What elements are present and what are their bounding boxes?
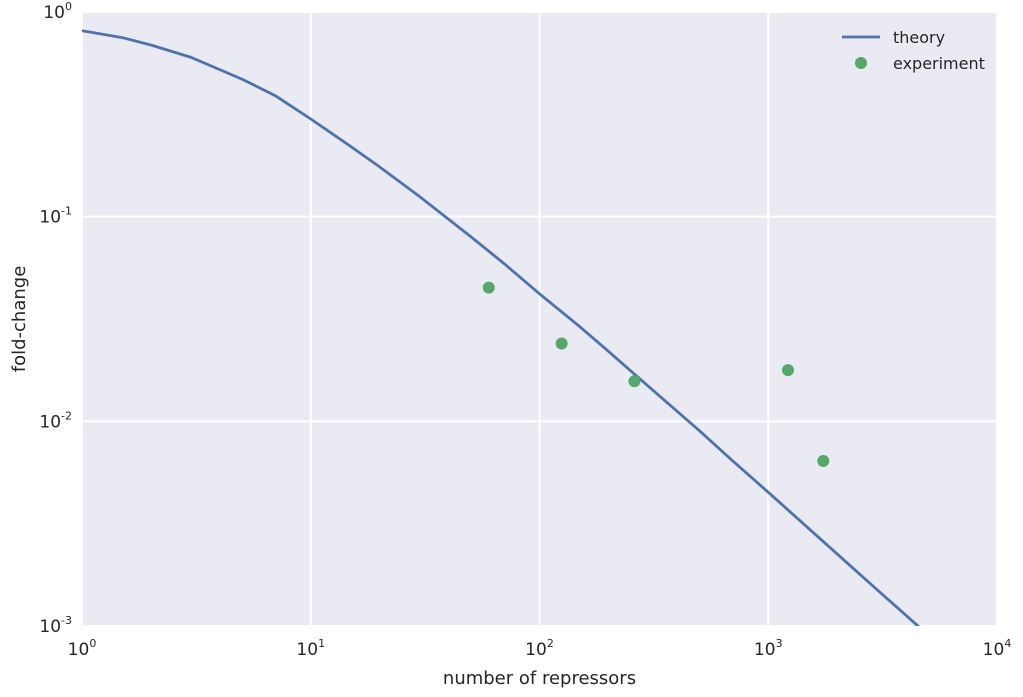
legend-experiment-label: experiment — [893, 54, 985, 73]
y-tick-label: 100 — [43, 0, 72, 23]
experiment-point — [782, 364, 795, 377]
x-tick-label: 104 — [983, 637, 1012, 660]
x-tick-label: 100 — [68, 637, 97, 660]
theory-line — [82, 29, 921, 626]
y-gridlines — [82, 11, 997, 627]
x-tick-label: 103 — [754, 637, 783, 660]
y-tick-labels: 10-3 10-2 10-1 100 — [39, 0, 72, 637]
legend: theory experiment — [842, 28, 985, 73]
legend-experiment-swatch — [855, 57, 867, 69]
experiment-point — [817, 455, 830, 468]
experiment-point — [482, 281, 495, 294]
experiment-point — [628, 375, 641, 388]
x-tick-label: 101 — [296, 637, 325, 660]
y-tick-label: 10-3 — [39, 614, 72, 637]
x-tick-label: 102 — [525, 637, 554, 660]
theory-series — [82, 29, 921, 626]
x-tick-labels: 100 101 102 103 104 — [68, 637, 1012, 660]
x-axis-label: number of repressors — [443, 668, 636, 689]
x-gridlines — [81, 12, 998, 626]
y-tick-label: 10-2 — [39, 409, 72, 432]
y-tick-label: 10-1 — [39, 205, 72, 228]
experiment-point — [555, 337, 568, 350]
y-axis-label: fold-change — [9, 266, 30, 373]
legend-theory-label: theory — [893, 28, 945, 47]
experiment-series — [482, 281, 830, 468]
